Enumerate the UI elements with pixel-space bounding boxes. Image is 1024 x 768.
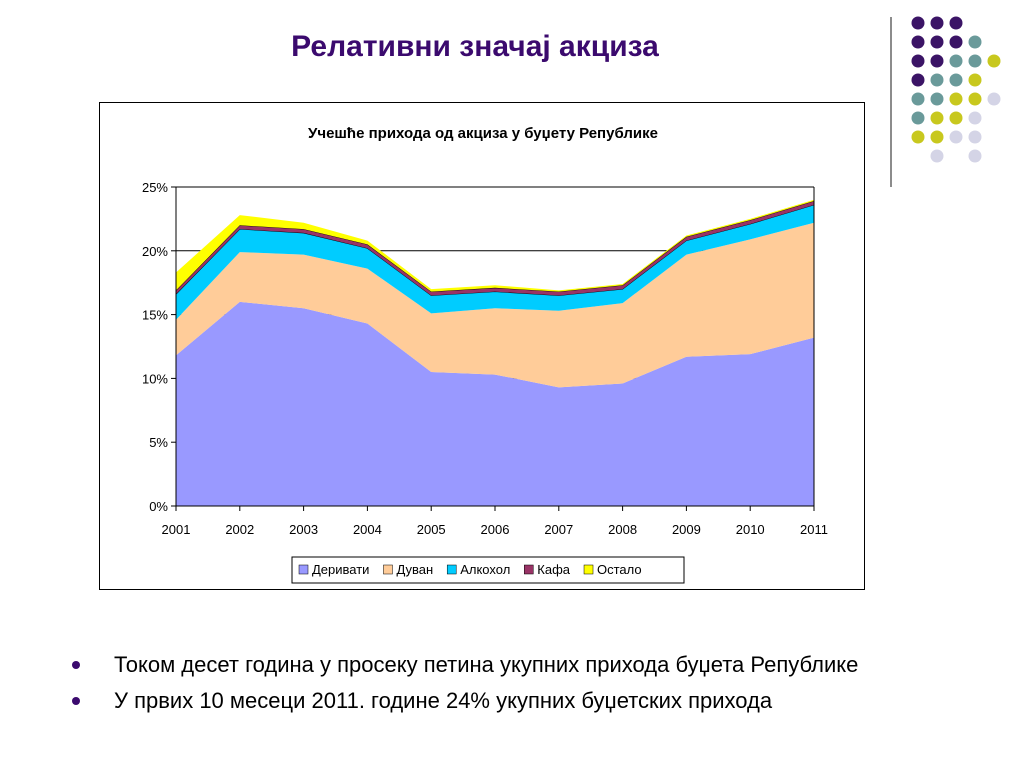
decorative-dot	[930, 92, 944, 106]
x-tick-label: 2011	[800, 522, 828, 537]
decorative-dot	[911, 35, 925, 49]
decorative-dot	[930, 54, 944, 68]
x-tick-label: 2003	[289, 522, 318, 537]
decorative-dot	[911, 92, 925, 106]
legend-swatch	[298, 564, 309, 575]
bullet-item: У првих 10 месеци 2011. године 24% укупн…	[72, 684, 1012, 720]
chart-container: Учешће прихода од акциза у буџету Републ…	[99, 102, 865, 590]
legend-swatch	[383, 564, 393, 575]
decorative-dot	[949, 16, 963, 30]
x-tick-label: 2002	[225, 522, 254, 537]
decorative-dot	[968, 35, 982, 49]
x-tick-label: 2007	[544, 522, 573, 537]
decorative-dot	[949, 111, 963, 125]
decorative-dot	[968, 111, 982, 125]
decorative-dot	[949, 92, 963, 106]
area-series	[176, 301, 814, 506]
legend-box	[291, 556, 685, 584]
x-tick-label: 2010	[736, 522, 765, 537]
legend-label: Кафа	[537, 562, 570, 577]
stacked-area-chart: Учешће прихода од акциза у буџету Републ…	[142, 125, 828, 584]
legend-swatch	[446, 564, 457, 575]
legend-swatch	[583, 564, 594, 575]
decorative-dot	[968, 92, 982, 106]
y-tick-label: 25%	[142, 180, 168, 195]
decorative-dot	[968, 54, 982, 68]
area-series	[176, 204, 814, 320]
decorative-dot	[949, 35, 963, 49]
decorative-dot	[930, 73, 944, 87]
decorative-dot	[911, 130, 925, 144]
decorative-dot	[949, 54, 963, 68]
bullet-text: Током десет година у просеку петина укуп…	[114, 652, 859, 677]
slide-title: Релативни значај акциза	[291, 30, 659, 63]
decorative-dot	[911, 73, 925, 87]
x-tick-label: 2008	[608, 522, 637, 537]
decorative-dot	[911, 54, 925, 68]
decorative-dot	[911, 16, 925, 30]
bullet-item: Током десет година у просеку петина укуп…	[72, 648, 1012, 684]
x-tick-label: 2006	[481, 522, 510, 537]
x-tick-label: 2005	[417, 522, 446, 537]
decorative-dot	[930, 16, 944, 30]
bullet-dot-icon	[72, 661, 80, 669]
chart-title: Учешће прихода од акциза у буџету Републ…	[308, 125, 658, 142]
area-series	[176, 222, 814, 388]
decorative-dot	[968, 130, 982, 144]
legend-swatch	[524, 564, 534, 575]
bullet-text: У првих 10 месеци 2011. године 24% укупн…	[114, 688, 773, 713]
bullet-dot-icon	[72, 697, 80, 705]
decorative-dot	[949, 73, 963, 87]
decorative-dot	[930, 130, 944, 144]
decorative-dot-grid	[911, 16, 1001, 163]
chart-legend: Деривати Дуван Алкохол Кафа Остало	[291, 556, 685, 584]
y-tick-label: 0%	[149, 499, 168, 514]
x-tick-label: 2001	[162, 522, 191, 537]
decorative-divider	[890, 17, 892, 187]
y-tick-label: 15%	[142, 308, 168, 323]
y-tick-label: 5%	[149, 435, 168, 450]
decorative-dot	[949, 130, 963, 144]
decorative-dot	[968, 149, 982, 163]
y-tick-label: 10%	[142, 371, 168, 386]
y-tick-label: 20%	[142, 244, 168, 259]
decorative-dot	[987, 54, 1001, 68]
decorative-dot	[987, 92, 1001, 106]
x-tick-label: 2009	[672, 522, 701, 537]
legend-label: Деривати	[312, 562, 369, 577]
legend-label: Дуван	[396, 562, 433, 577]
decorative-dot	[968, 73, 982, 87]
decorative-dot	[911, 111, 925, 125]
x-tick-label: 2004	[353, 522, 382, 537]
decorative-dot	[930, 149, 944, 163]
legend-label: Алкохол	[460, 562, 510, 577]
decorative-dot	[930, 35, 944, 49]
legend-label: Остало	[597, 562, 642, 577]
decorative-dot	[930, 111, 944, 125]
bullet-list: Током десет година у просеку петина укуп…	[72, 648, 1012, 720]
